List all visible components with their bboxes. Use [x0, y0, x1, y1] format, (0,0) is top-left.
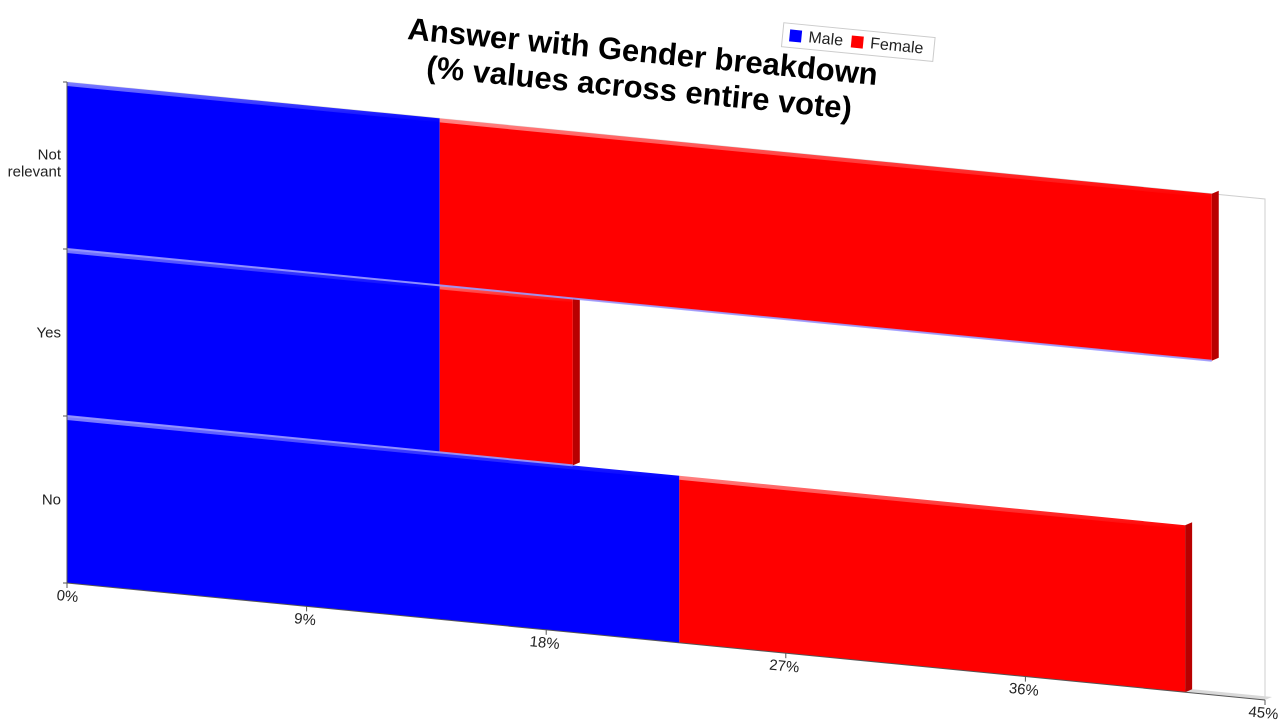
bar-end-cap-2 [1211, 190, 1219, 361]
band-separator-2 [66, 248, 1212, 362]
bar-top-female-0 [679, 471, 1186, 530]
bar-end-cap-1 [572, 295, 580, 466]
legend-swatch-female [850, 35, 864, 49]
x-label-5: 45% [1248, 703, 1280, 720]
y-label-no: No [42, 492, 61, 509]
x-label-0: 0% [56, 587, 79, 606]
legend-label-female: Female [869, 35, 924, 57]
x-axis-line [66, 582, 1266, 701]
bar-male-no [67, 416, 680, 643]
bar-male-yes [67, 249, 440, 453]
legend-swatch-male [789, 29, 803, 43]
legend-label-male: Male [808, 29, 844, 49]
y-label-not-relevant: Not relevant [8, 147, 62, 181]
bar-top-female-2 [439, 114, 1212, 198]
x-label-2: 18% [529, 633, 561, 653]
legend: Male Female [780, 22, 936, 63]
x-label-3: 27% [768, 657, 800, 677]
bar-female-yes [439, 285, 573, 466]
y-label-yes: Yes [37, 325, 61, 342]
bar-female-no [679, 475, 1186, 693]
band-separator-1 [66, 415, 573, 467]
bar-top-male-2 [67, 78, 440, 123]
x-label-4: 36% [1008, 680, 1040, 700]
x-label-1: 9% [293, 610, 316, 629]
bar-male-not-relevant [67, 82, 440, 286]
chart-title: Answer with Gender breakdown(% values ac… [403, 11, 880, 128]
bar-female-not-relevant [439, 118, 1212, 361]
bar-end-cap-0 [1185, 522, 1193, 693]
